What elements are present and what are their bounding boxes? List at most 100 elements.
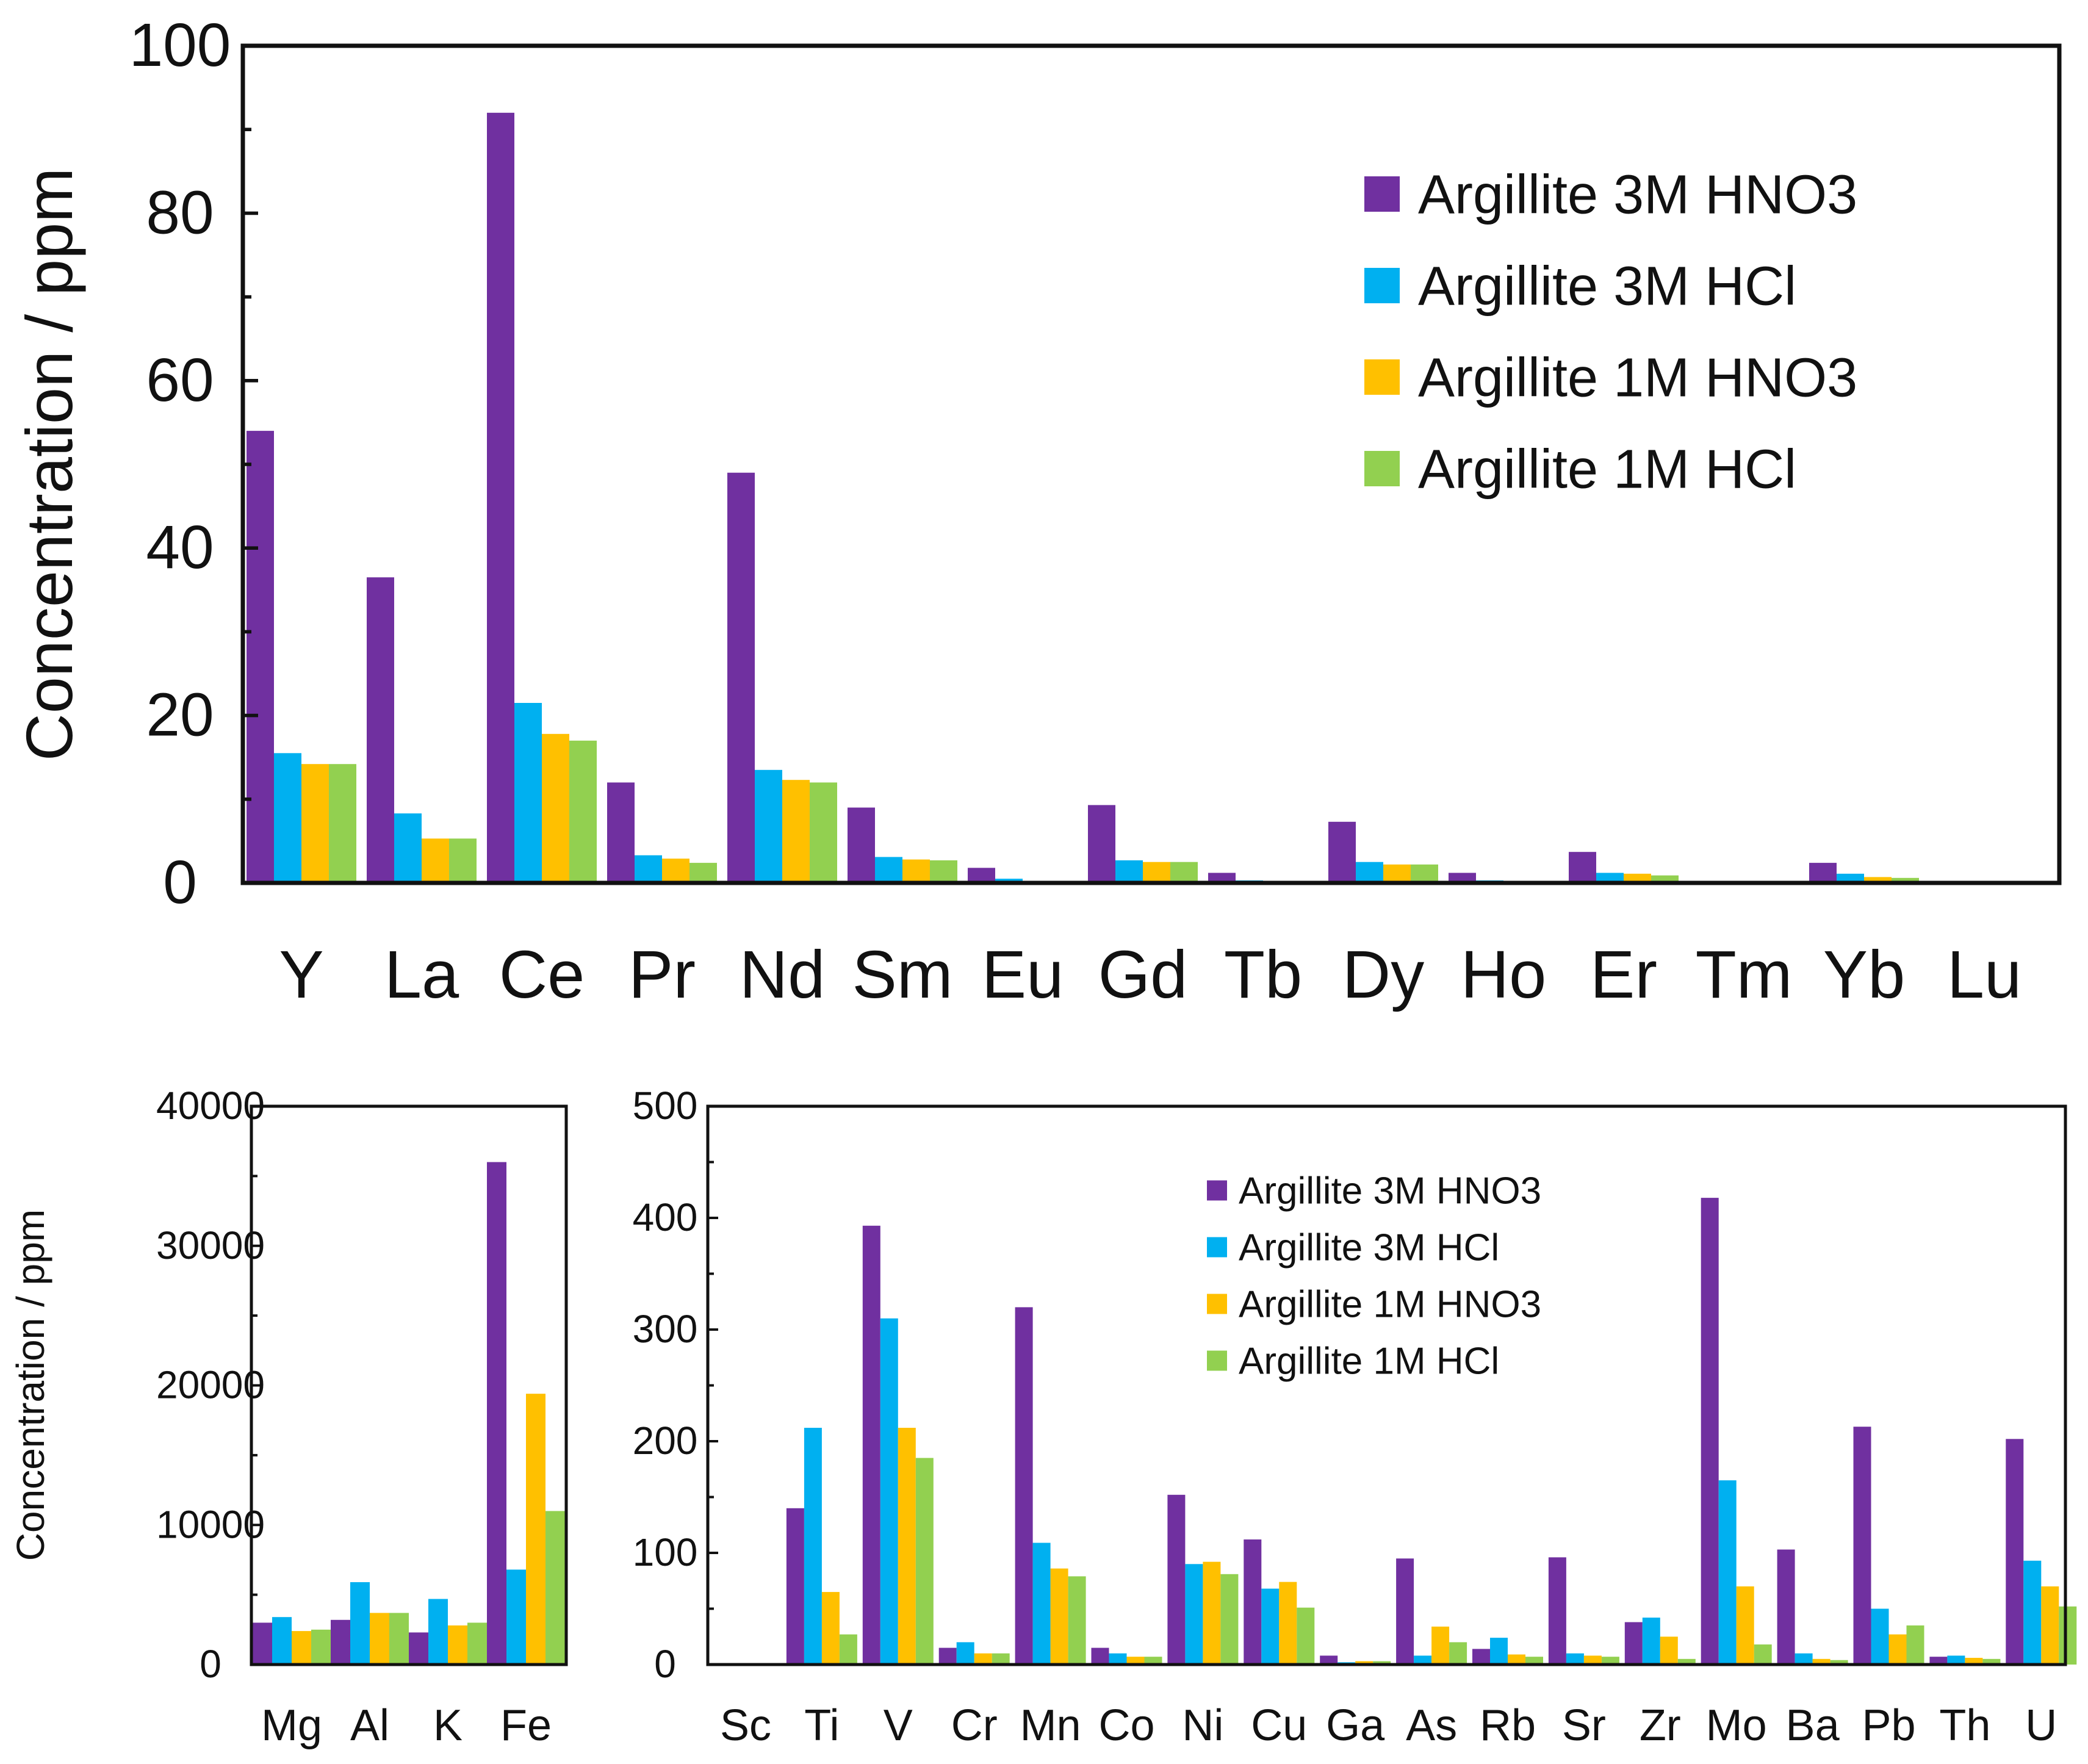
y-tick-label-ree-20: 20 bbox=[146, 681, 214, 749]
bar-trace-Co-2 bbox=[1126, 1657, 1145, 1665]
bar-trace-Mo-1 bbox=[1718, 1480, 1737, 1665]
bar-ree-Y-1 bbox=[274, 753, 301, 883]
y-tick-label-trace-400: 400 bbox=[633, 1195, 698, 1239]
y-axis-label-ree: Concentration / ppm bbox=[12, 168, 86, 761]
x-tick-label-trace-Pb: Pb bbox=[1862, 1701, 1915, 1750]
x-tick-label-trace-Cr: Cr bbox=[951, 1701, 998, 1750]
chart-major: Mg Al K Fe 0 10000 20000 30000 40000 Concentratio… bbox=[9, 1084, 568, 1750]
bar-major-Mg-3 bbox=[311, 1629, 331, 1665]
y-tick-label-ree-40: 40 bbox=[146, 513, 214, 581]
bar-major-Fe-1 bbox=[506, 1569, 526, 1665]
bar-trace-Ti-0 bbox=[786, 1508, 804, 1665]
bar-trace-Th-1 bbox=[1947, 1655, 1965, 1665]
x-tick-label-major-K: K bbox=[433, 1701, 463, 1750]
bar-ree-Sm-1 bbox=[875, 857, 902, 883]
bar-trace-Cr-0 bbox=[938, 1647, 957, 1665]
bar-trace-U-2 bbox=[2041, 1586, 2059, 1665]
bar-trace-Co-1 bbox=[1109, 1653, 1127, 1665]
bar-trace-As-2 bbox=[1431, 1626, 1450, 1665]
bar-major-Mg-2 bbox=[292, 1631, 311, 1665]
legend-label-trace-1: Argillite 3M HCl bbox=[1239, 1227, 1499, 1269]
x-tick-label-ree-Lu: Lu bbox=[1947, 937, 2021, 1012]
bar-ree-Er-0 bbox=[1569, 852, 1596, 883]
bar-trace-Zr-3 bbox=[1677, 1658, 1696, 1665]
y-tick-label-trace-0: 0 bbox=[654, 1642, 676, 1686]
legend-label-ree-3: Argillite 1M HCl bbox=[1418, 439, 1796, 500]
y-tick-label-ree-60: 60 bbox=[146, 346, 214, 414]
bar-ree-Yb-1 bbox=[1837, 873, 1864, 883]
bar-trace-Pb-0 bbox=[1853, 1427, 1871, 1665]
bar-ree-La-3 bbox=[449, 838, 477, 883]
bar-trace-As-3 bbox=[1449, 1642, 1467, 1665]
bar-trace-Ga-3 bbox=[1373, 1661, 1391, 1665]
bar-trace-Rb-0 bbox=[1472, 1649, 1490, 1665]
x-tick-label-major-Mg: Mg bbox=[261, 1701, 322, 1750]
x-tick-label-trace-Ni: Ni bbox=[1182, 1701, 1223, 1750]
y-tick-label-ree-80: 80 bbox=[146, 178, 214, 247]
x-tick-label-trace-Ga: Ga bbox=[1326, 1701, 1385, 1750]
y-tick-label-major-0: 0 bbox=[200, 1642, 221, 1686]
bar-trace-Mo-3 bbox=[1754, 1644, 1772, 1665]
y-tick-label-trace-200: 200 bbox=[633, 1419, 698, 1463]
y-axis-label-major: Concentration / ppm bbox=[9, 1209, 52, 1561]
bar-trace-Pb-3 bbox=[1906, 1625, 1924, 1665]
bar-trace-Ba-1 bbox=[1795, 1653, 1813, 1665]
x-tick-label-trace-Mo: Mo bbox=[1706, 1701, 1767, 1750]
legend-label-trace-0: Argillite 3M HNO3 bbox=[1239, 1170, 1541, 1212]
bar-trace-Sr-2 bbox=[1583, 1655, 1602, 1665]
bar-trace-As-1 bbox=[1414, 1655, 1432, 1665]
x-tick-label-trace-Ti: Ti bbox=[804, 1701, 839, 1750]
x-tick-label-ree-Eu: Eu bbox=[982, 937, 1064, 1012]
bar-trace-Zr-0 bbox=[1624, 1622, 1643, 1665]
legend-label-trace-2: Argillite 1M HNO3 bbox=[1239, 1284, 1541, 1326]
x-tick-label-ree-Gd: Gd bbox=[1098, 937, 1188, 1012]
bar-trace-Cr-1 bbox=[956, 1642, 974, 1665]
bar-trace-Mn-2 bbox=[1050, 1568, 1068, 1665]
legend-swatch-ree-3 bbox=[1364, 451, 1400, 486]
bar-trace-Sr-0 bbox=[1548, 1557, 1566, 1665]
bar-trace-Mo-2 bbox=[1736, 1586, 1754, 1665]
bar-ree-La-2 bbox=[422, 838, 449, 883]
bar-ree-Ce-3 bbox=[569, 740, 597, 883]
x-tick-label-ree-Ce: Ce bbox=[499, 937, 585, 1012]
bar-trace-Ba-0 bbox=[1777, 1549, 1795, 1665]
bar-major-Al-2 bbox=[370, 1613, 389, 1665]
x-tick-label-ree-Tb: Tb bbox=[1224, 937, 1302, 1012]
bar-trace-Cu-1 bbox=[1261, 1588, 1280, 1665]
bar-trace-Rb-3 bbox=[1525, 1657, 1543, 1665]
bar-trace-U-3 bbox=[2059, 1606, 2077, 1665]
legend-swatch-trace-0 bbox=[1207, 1180, 1227, 1201]
x-tick-label-trace-Sc: Sc bbox=[720, 1701, 771, 1750]
legend-label-ree-2: Argillite 1M HNO3 bbox=[1418, 348, 1857, 409]
bar-ree-Y-2 bbox=[301, 764, 329, 883]
bar-major-Al-0 bbox=[331, 1619, 350, 1665]
bar-ree-Dy-0 bbox=[1328, 821, 1356, 883]
bar-ree-Sm-0 bbox=[848, 807, 875, 883]
x-tick-label-trace-Ba: Ba bbox=[1786, 1701, 1840, 1750]
bar-ree-Nd-0 bbox=[727, 472, 755, 883]
bar-major-Fe-0 bbox=[487, 1162, 506, 1665]
bar-ree-Dy-1 bbox=[1356, 862, 1383, 883]
legend-swatch-ree-1 bbox=[1364, 268, 1400, 303]
bar-ree-Er-2 bbox=[1624, 873, 1651, 883]
legend-trace: Argillite 3M HNO3 Argillite 3M HCl Argilli… bbox=[1207, 1170, 1541, 1383]
bar-trace-Th-3 bbox=[1982, 1658, 2001, 1665]
x-tick-label-trace-Sr: Sr bbox=[1562, 1701, 1606, 1750]
bar-trace-V-2 bbox=[898, 1428, 916, 1665]
legend-swatch-ree-0 bbox=[1364, 176, 1400, 212]
bar-trace-Mo-0 bbox=[1701, 1198, 1719, 1665]
y-tick-label-trace-500: 500 bbox=[633, 1084, 698, 1128]
bar-major-K-3 bbox=[467, 1622, 487, 1665]
bar-ree-Pr-2 bbox=[662, 859, 689, 883]
bar-ree-Sm-3 bbox=[930, 860, 957, 883]
y-tick-label-trace-300: 300 bbox=[633, 1307, 698, 1351]
legend-ree: Argillite 3M HNO3 Argillite 3M HCl Argilli… bbox=[1364, 165, 1857, 500]
y-tick-label-major-40000: 40000 bbox=[156, 1084, 265, 1128]
legend-label-ree-0: Argillite 3M HNO3 bbox=[1418, 165, 1857, 226]
x-tick-label-trace-V: V bbox=[884, 1701, 913, 1750]
bar-trace-Ba-3 bbox=[1830, 1660, 1848, 1665]
legend-swatch-trace-3 bbox=[1207, 1350, 1227, 1371]
bar-trace-Ti-3 bbox=[839, 1634, 857, 1665]
bar-trace-U-1 bbox=[2023, 1560, 2042, 1665]
y-tick-label-ree-100: 100 bbox=[129, 11, 231, 79]
